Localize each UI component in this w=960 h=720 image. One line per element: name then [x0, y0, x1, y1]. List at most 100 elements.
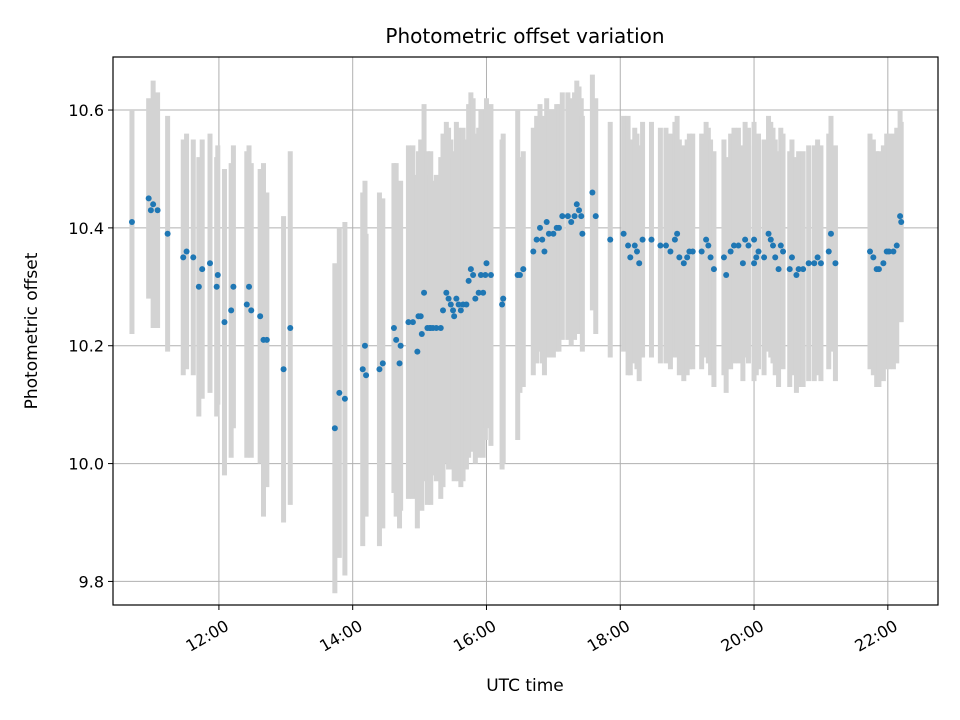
data-point — [440, 307, 446, 314]
data-point — [674, 230, 681, 237]
data-point — [257, 313, 264, 320]
data-point — [199, 266, 206, 273]
data-point — [539, 236, 546, 243]
data-point — [414, 348, 421, 355]
data-point — [475, 289, 482, 296]
data-point — [263, 336, 270, 343]
data-point — [793, 272, 800, 279]
data-point — [536, 224, 543, 231]
data-point — [786, 266, 793, 273]
data-point — [765, 230, 772, 237]
data-point — [671, 236, 678, 243]
data-point — [745, 242, 752, 249]
data-point — [500, 295, 507, 302]
data-point — [730, 242, 737, 249]
data-point — [607, 236, 614, 243]
data-point — [451, 313, 458, 320]
data-point — [631, 242, 638, 249]
data-point — [467, 266, 474, 273]
data-point — [516, 272, 523, 279]
data-point — [898, 218, 905, 225]
data-point — [710, 266, 717, 273]
data-point — [689, 248, 696, 255]
data-point — [817, 260, 824, 267]
data-point — [648, 236, 655, 243]
data-point — [154, 207, 161, 214]
data-point — [555, 224, 562, 231]
data-point — [880, 260, 887, 267]
data-point — [336, 389, 343, 396]
data-point — [470, 272, 477, 279]
data-point — [753, 254, 760, 261]
data-points — [128, 189, 905, 432]
data-point — [417, 313, 424, 320]
data-point — [870, 254, 877, 261]
data-point — [180, 254, 187, 261]
data-point — [777, 242, 784, 249]
data-point — [751, 236, 758, 243]
data-point — [465, 277, 472, 284]
y-tick-label: 9.8 — [79, 572, 104, 591]
data-point — [667, 248, 674, 255]
data-point — [589, 189, 596, 196]
data-point — [680, 260, 687, 267]
y-axis-title: Photometric offset — [22, 252, 42, 409]
data-point — [739, 260, 746, 267]
plot-area-frame — [112, 56, 939, 606]
y-tick-label: 10.2 — [68, 337, 104, 356]
data-point — [463, 301, 470, 308]
data-point — [280, 366, 287, 373]
data-point — [246, 283, 253, 290]
data-point — [228, 307, 235, 314]
data-point — [885, 248, 892, 255]
data-point — [755, 248, 762, 255]
data-point — [164, 230, 171, 237]
data-point — [751, 260, 758, 267]
data-point — [128, 218, 135, 225]
data-point — [487, 272, 494, 279]
data-point — [707, 254, 714, 261]
data-point — [331, 425, 338, 432]
data-point — [573, 201, 580, 208]
data-point — [625, 242, 632, 249]
chart-title: Photometric offset variation — [385, 24, 664, 48]
data-point — [698, 248, 705, 255]
data-point — [545, 230, 552, 237]
data-point — [499, 301, 506, 308]
data-point — [437, 325, 444, 332]
data-point — [543, 218, 550, 225]
y-tick-label: 10.6 — [68, 101, 104, 120]
data-point — [805, 260, 812, 267]
data-point — [405, 319, 412, 326]
data-point — [533, 236, 540, 243]
data-point — [811, 260, 818, 267]
data-point — [788, 254, 795, 261]
data-point — [433, 325, 440, 332]
data-point — [287, 325, 294, 332]
data-point — [703, 236, 710, 243]
data-point — [230, 283, 237, 290]
data-point — [571, 213, 578, 220]
data-point — [447, 301, 454, 308]
data-point — [483, 260, 490, 267]
data-point — [472, 295, 479, 302]
data-point — [396, 360, 403, 367]
data-point — [393, 336, 400, 343]
data-point — [780, 248, 787, 255]
data-point — [206, 260, 213, 267]
data-point — [421, 289, 428, 296]
data-point — [568, 218, 575, 225]
data-point — [477, 272, 484, 279]
data-point — [576, 207, 583, 214]
x-axis-title: UTC time — [486, 676, 564, 696]
data-point — [633, 248, 640, 255]
data-point — [825, 248, 832, 255]
data-point — [727, 248, 734, 255]
data-point — [761, 254, 768, 261]
data-point — [684, 254, 691, 261]
data-point — [190, 254, 197, 261]
data-point — [520, 266, 527, 273]
data-point — [578, 213, 585, 220]
y-tick-label: 10.0 — [68, 455, 104, 474]
